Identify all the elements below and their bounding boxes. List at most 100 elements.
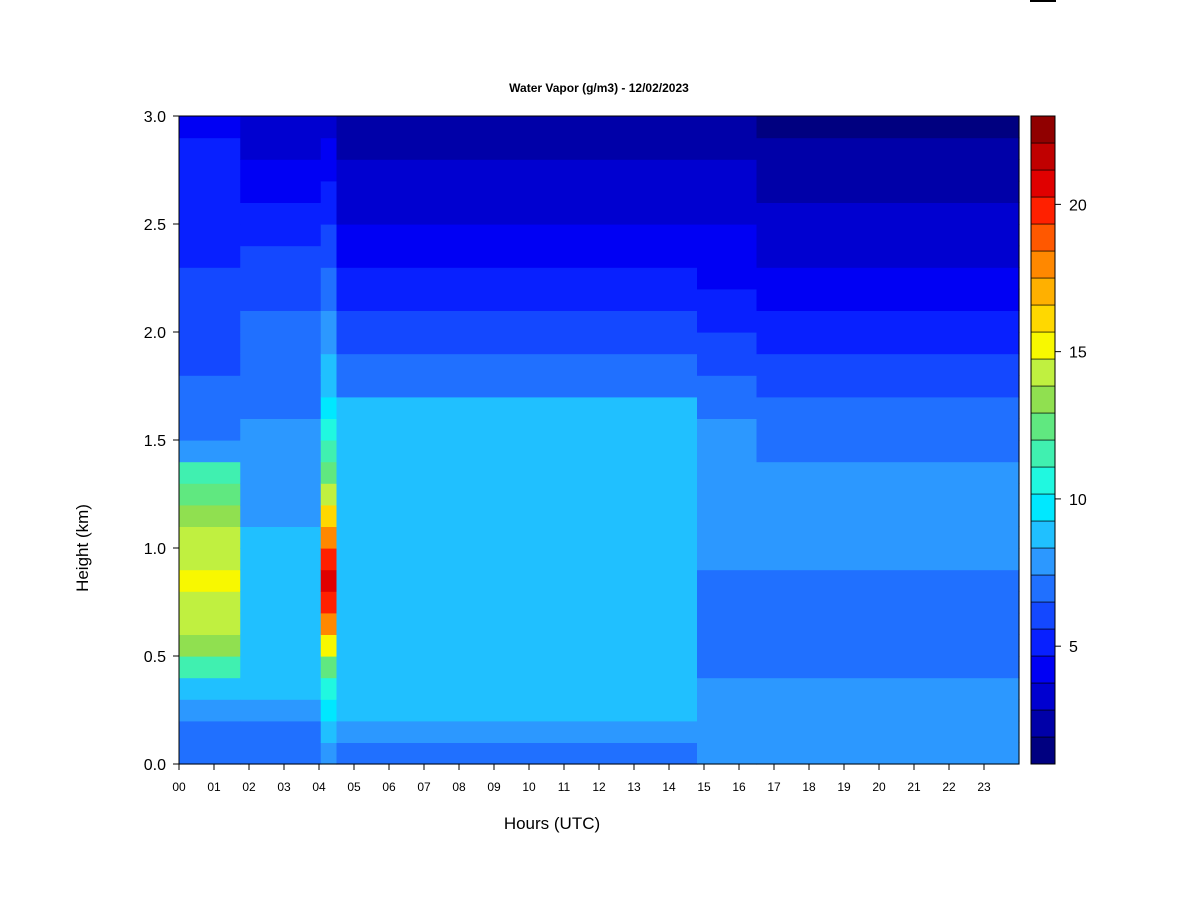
heatmap-cell — [336, 504, 698, 527]
x-tick-label: 11 — [558, 780, 571, 794]
heatmap-cell — [320, 288, 338, 311]
colorbar-segment — [1030, 439, 1056, 468]
heatmap-cell — [179, 224, 241, 247]
heatmap-cell — [240, 591, 322, 614]
colorbar-segment — [1030, 466, 1056, 495]
heatmap-cell — [320, 461, 338, 484]
colorbar-segment — [1030, 385, 1056, 414]
heatmap-cell — [697, 202, 758, 225]
heatmap-cell — [697, 656, 758, 679]
heatmap-cell — [179, 504, 241, 527]
heatmap-cell — [240, 245, 322, 268]
heatmap-cell — [336, 418, 698, 441]
heatmap-cell — [697, 461, 758, 484]
heatmap-cell — [320, 440, 338, 463]
heatmap-cell — [336, 483, 698, 506]
heatmap-cell — [756, 569, 1020, 592]
heatmap-cell — [336, 116, 698, 139]
heatmap-cell — [697, 440, 758, 463]
heatmap-cell — [336, 699, 698, 722]
heatmap-cell — [320, 569, 338, 592]
heatmap-cell — [240, 720, 322, 743]
heatmap-cell — [697, 742, 758, 765]
colorbar-segment — [1030, 682, 1056, 711]
x-tick-label: 02 — [242, 780, 256, 794]
heatmap-cell — [336, 548, 698, 571]
heatmap-cell — [320, 742, 338, 765]
heatmap-cell — [697, 224, 758, 247]
heatmap-cell — [336, 526, 698, 549]
colorbar: 5 10 15 20 — [1030, 115, 1087, 765]
heatmap-cell — [320, 180, 338, 203]
heatmap-cell — [179, 720, 241, 743]
heatmap-cell — [320, 375, 338, 398]
heatmap-cell — [756, 159, 1020, 182]
heatmap-cell — [336, 461, 698, 484]
corner-mark — [1030, 0, 1056, 2]
heatmap-cell — [179, 245, 241, 268]
heatmap-cell — [336, 310, 698, 333]
x-tick-label: 12 — [592, 780, 606, 794]
colorbar-segment — [1030, 736, 1056, 765]
heatmap-cell — [240, 116, 322, 139]
heatmap-cell — [756, 224, 1020, 247]
y-tick-label: 2.5 — [144, 217, 166, 234]
heatmap-cell — [179, 548, 241, 571]
x-tick-label: 00 — [172, 780, 186, 794]
y-tick-label: 1.5 — [144, 433, 166, 450]
heatmap-cell — [320, 526, 338, 549]
heatmap-cell — [756, 656, 1020, 679]
heatmap-cell — [320, 159, 338, 182]
heatmap-cell — [240, 612, 322, 635]
heatmap-cell — [240, 267, 322, 290]
heatmap-cell — [240, 418, 322, 441]
heatmap-cell — [320, 720, 338, 743]
heatmap-cell — [320, 677, 338, 700]
heatmap-cell — [179, 440, 241, 463]
heatmap-cell — [240, 159, 322, 182]
heatmap-cell — [179, 375, 241, 398]
heatmap-cell — [240, 202, 322, 225]
x-tick-label: 16 — [732, 780, 746, 794]
heatmap-cell — [336, 720, 698, 743]
x-tick-label: 03 — [277, 780, 291, 794]
heatmap-cell — [336, 159, 698, 182]
heatmap-layer — [179, 116, 1020, 765]
heatmap-cell — [697, 526, 758, 549]
heatmap-cell — [697, 116, 758, 139]
colorbar-segment — [1030, 304, 1056, 333]
heatmap-cell — [756, 612, 1020, 635]
heatmap-cell — [320, 353, 338, 376]
heatmap-cell — [240, 699, 322, 722]
x-tick-label: 21 — [907, 780, 921, 794]
x-tick-label: 08 — [452, 780, 466, 794]
heatmap-cell — [240, 677, 322, 700]
heatmap-cell — [240, 180, 322, 203]
heatmap-cell — [240, 742, 322, 765]
heatmap-cell — [336, 267, 698, 290]
heatmap-cell — [179, 137, 241, 160]
heatmap-cell — [336, 742, 698, 765]
heatmap-cell — [320, 656, 338, 679]
heatmap-cell — [320, 116, 338, 139]
heatmap-cell — [756, 699, 1020, 722]
colorbar-segment — [1030, 547, 1056, 576]
heatmap-cell — [179, 180, 241, 203]
colorbar-segment — [1030, 628, 1056, 657]
heatmap-cell — [320, 504, 338, 527]
heatmap-cell — [697, 418, 758, 441]
heatmap-cell — [336, 634, 698, 657]
heatmap-cell — [240, 353, 322, 376]
x-tick-label: 19 — [837, 780, 851, 794]
x-tick-label: 17 — [767, 780, 781, 794]
heatmap-cell — [336, 137, 698, 160]
heatmap-cell — [240, 504, 322, 527]
x-tick-label: 15 — [697, 780, 711, 794]
heatmap-cell — [240, 461, 322, 484]
heatmap-cell — [697, 483, 758, 506]
heatmap-cell — [179, 267, 241, 290]
heatmap-cell — [320, 224, 338, 247]
heatmap-cell — [756, 353, 1020, 376]
heatmap-cell — [320, 591, 338, 614]
